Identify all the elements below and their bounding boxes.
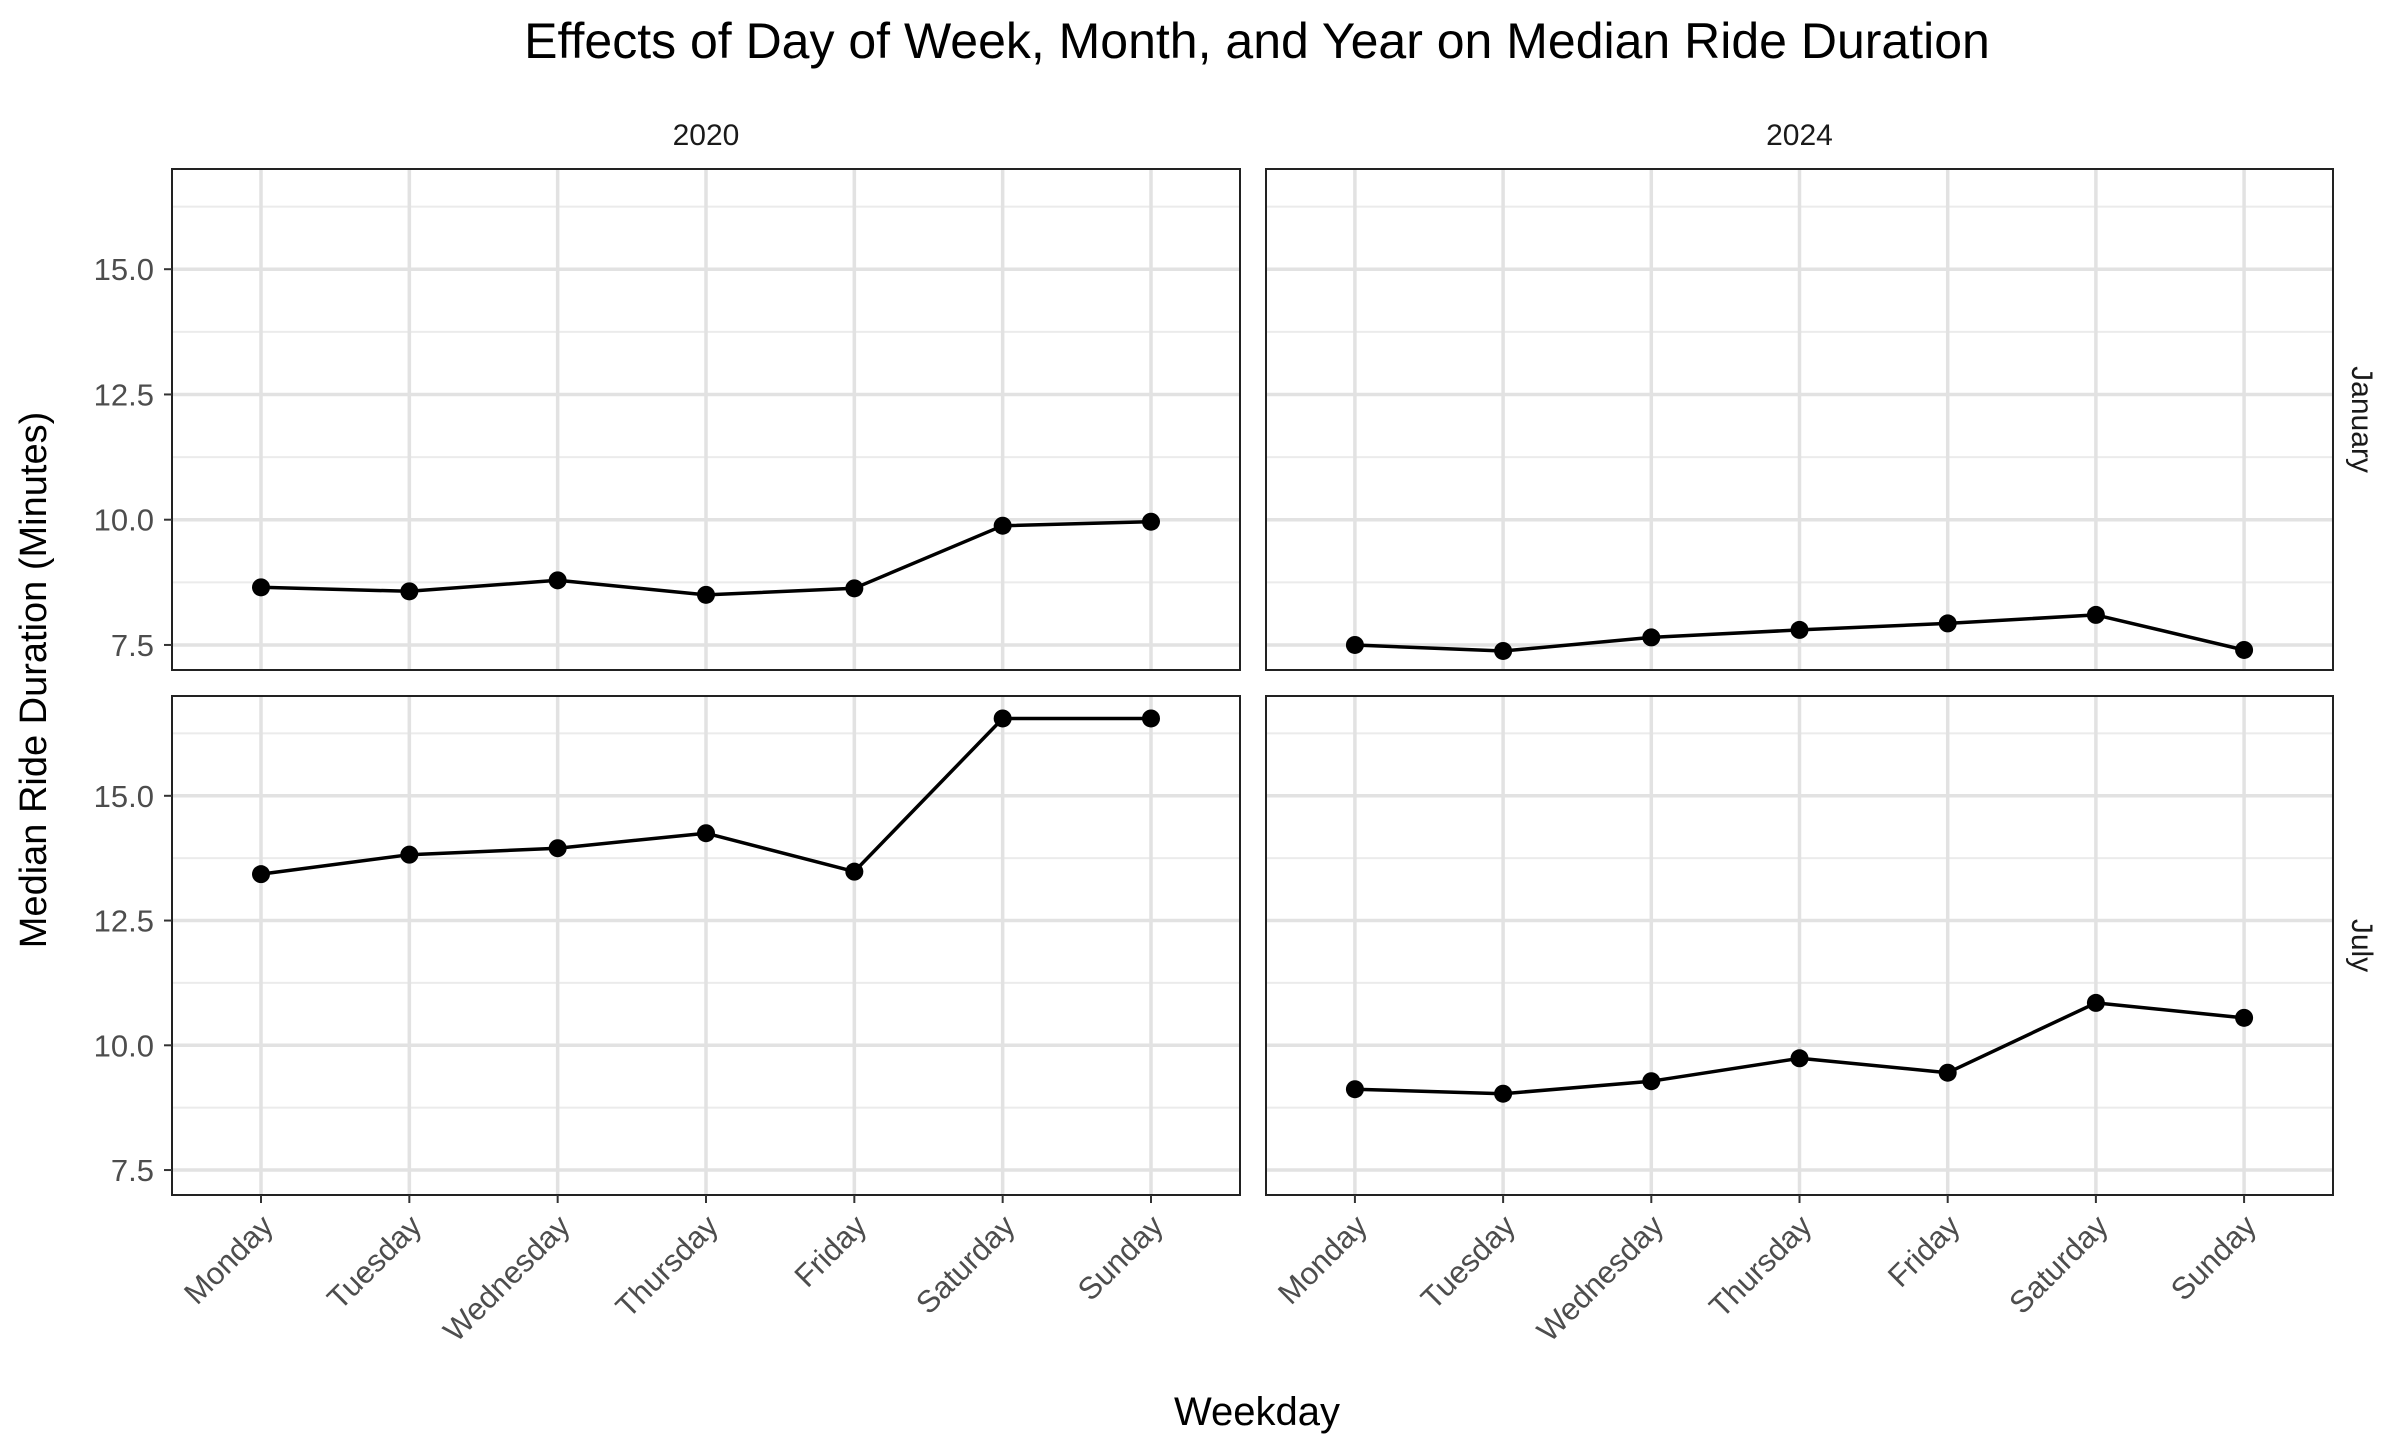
data-point-2020-january-wednesday [548, 571, 567, 590]
data-point-2020-july-saturday [993, 709, 1012, 728]
y-tick-label: 12.5 [94, 904, 154, 939]
data-point-2024-july-thursday [1790, 1049, 1809, 1068]
data-point-2024-january-monday [1345, 635, 1364, 654]
data-point-2020-july-wednesday [548, 839, 567, 858]
x-tick-label: Thursday [1702, 1208, 1818, 1324]
data-point-2024-january-saturday [2086, 605, 2105, 624]
panels-layer: 2020 2024 January July 7.5 10.0 12.5 15.0 7.5 10.… [94, 119, 2378, 1348]
data-point-2024-january-friday [1938, 614, 1957, 633]
y-tick-label: 12.5 [94, 377, 154, 412]
data-point-2024-july-monday [1345, 1080, 1364, 1099]
y-tick-label: 15.0 [94, 252, 154, 287]
x-tick-label: Sunday [1071, 1208, 1170, 1307]
panel-border [171, 168, 1241, 671]
x-tick-label: Sunday [2164, 1208, 2263, 1307]
x-tick-label: Friday [788, 1208, 874, 1294]
panel-border [1265, 168, 2334, 671]
data-point-2020-july-thursday [697, 824, 715, 843]
facet-row-label: July [2345, 919, 2378, 972]
facet-row-label: January [2345, 366, 2378, 473]
x-tick-label: Tuesday [1414, 1208, 1522, 1316]
data-point-2020-january-tuesday [400, 582, 419, 601]
x-tick-label: Monday [177, 1208, 280, 1311]
y-tick-label: 10.0 [94, 1028, 154, 1063]
x-tick-label: Friday [1881, 1208, 1967, 1294]
x-tick-label: Saturday [2002, 1208, 2115, 1321]
y-tick-label: 15.0 [94, 779, 154, 814]
x-tick-label: Monday [1271, 1208, 1374, 1311]
data-point-2024-january-wednesday [1642, 628, 1661, 647]
data-point-2020-january-sunday [1142, 512, 1160, 531]
y-axis-label: Median Ride Duration (Minutes) [13, 412, 55, 948]
data-point-2024-july-wednesday [1642, 1072, 1661, 1091]
facet-column-label: 2024 [1766, 119, 1833, 152]
data-point-2020-july-sunday [1142, 709, 1160, 728]
data-point-2024-january-tuesday [1494, 641, 1513, 660]
x-tick-label: Wednesday [1530, 1208, 1670, 1348]
y-tick-label: 7.5 [111, 628, 154, 663]
data-point-2024-january-sunday [2235, 640, 2254, 659]
x-tick-label: Wednesday [436, 1208, 576, 1348]
data-point-2020-july-monday [252, 865, 270, 884]
x-tick-label: Saturday [909, 1208, 1022, 1321]
data-point-2020-july-tuesday [400, 845, 419, 864]
data-point-2020-january-monday [252, 578, 270, 597]
data-point-2020-january-thursday [697, 585, 715, 604]
x-axis-label: Weekday [1174, 1390, 1340, 1434]
data-point-2020-july-friday [845, 862, 864, 881]
x-tick-label: Thursday [609, 1208, 725, 1324]
y-tick-label: 7.5 [111, 1153, 154, 1188]
data-point-2024-july-friday [1938, 1063, 1957, 1082]
data-point-2024-july-sunday [2235, 1008, 2254, 1027]
data-point-2020-january-saturday [993, 516, 1012, 535]
x-tick-label: Tuesday [320, 1208, 428, 1316]
chart-title: Effects of Day of Week, Month, and Year … [524, 13, 1990, 69]
facet-column-label: 2020 [673, 119, 740, 152]
data-point-2024-july-saturday [2086, 993, 2105, 1012]
data-point-2020-january-friday [845, 579, 864, 598]
data-point-2024-july-tuesday [1494, 1084, 1513, 1103]
y-tick-label: 10.0 [94, 503, 154, 538]
data-point-2024-january-thursday [1790, 620, 1809, 639]
